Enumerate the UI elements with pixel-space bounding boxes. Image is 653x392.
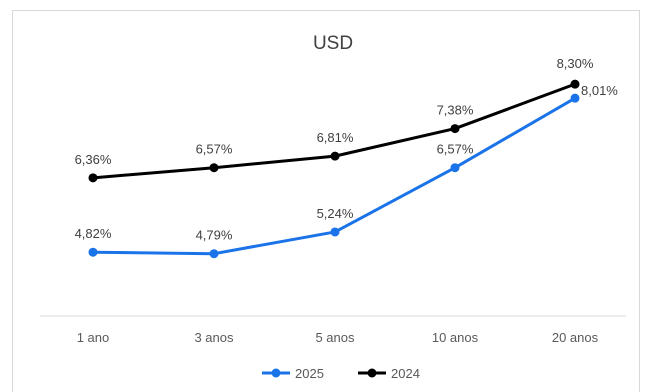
legend-label-2025: 2025 bbox=[295, 366, 324, 381]
x-tick-label: 10 anos bbox=[432, 330, 479, 345]
legend-label-2024: 2024 bbox=[391, 366, 420, 381]
data-label-2024-5: 8,30% bbox=[557, 56, 594, 71]
series-layer: 4,82% 4,79% 5,24% 6,57% 8,01% 6,36% 6,57% 6,81%… bbox=[75, 56, 618, 259]
data-point-2024-4 bbox=[450, 124, 460, 134]
data-point-2024-5 bbox=[570, 79, 580, 89]
data-point-2024-2 bbox=[209, 163, 219, 173]
x-tick-label: 1 ano bbox=[77, 330, 110, 345]
data-label-2024-3: 6,81% bbox=[317, 130, 354, 145]
data-point-2025-5 bbox=[570, 93, 580, 103]
data-point-2025-1 bbox=[88, 247, 98, 257]
legend-marker-2024 bbox=[367, 368, 377, 378]
data-point-2025-3 bbox=[330, 227, 340, 237]
data-label-2025-5: 8,01% bbox=[581, 83, 618, 98]
data-label-2024-4: 7,38% bbox=[437, 103, 474, 118]
x-tick-label: 5 anos bbox=[315, 330, 355, 345]
data-label-2024-2: 6,57% bbox=[196, 142, 233, 157]
data-label-2025-3: 5,24% bbox=[317, 206, 354, 221]
chart-title: USD bbox=[313, 33, 353, 54]
data-label-2025-4: 6,57% bbox=[437, 142, 474, 157]
data-point-2025-4 bbox=[450, 163, 460, 173]
data-point-2024-3 bbox=[330, 151, 340, 161]
chart-frame bbox=[12, 10, 640, 392]
x-tick-label: 20 anos bbox=[552, 330, 599, 345]
legend-marker-2025 bbox=[271, 368, 281, 378]
data-point-2025-2 bbox=[209, 249, 219, 259]
data-label-2025-2: 4,79% bbox=[196, 228, 233, 243]
x-tick-label: 3 anos bbox=[194, 330, 234, 345]
legend: 2025 2024 bbox=[262, 366, 420, 381]
data-point-2024-1 bbox=[88, 173, 98, 183]
data-label-2024-1: 6,36% bbox=[75, 152, 112, 167]
x-axis-ticks: 1 ano 3 anos 5 anos 10 anos 20 anos bbox=[77, 330, 599, 345]
data-label-2025-1: 4,82% bbox=[75, 226, 112, 241]
